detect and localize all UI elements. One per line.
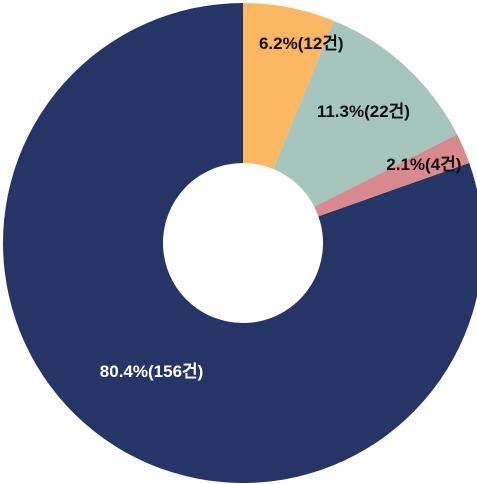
- labels-group: 6.2%(12건) 11.3%(22건) 2.1%(4건) 80.4%(156건): [100, 34, 462, 381]
- slice-label-2: 11.3%(22건): [317, 102, 410, 121]
- donut-slice-4: [3, 3, 477, 483]
- donut-slice-2: [273, 20, 458, 207]
- slice-label-1: 6.2%(12건): [259, 34, 344, 53]
- slices-group: [3, 3, 477, 483]
- donut-slice-1: [243, 3, 334, 169]
- donut-slice-3: [314, 134, 470, 217]
- slice-label-4: 80.4%(156건): [100, 362, 204, 381]
- slice-label-3: 2.1%(4건): [386, 155, 461, 174]
